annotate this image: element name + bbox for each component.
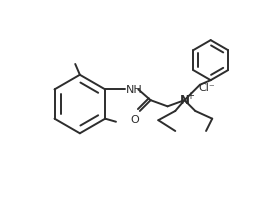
Text: Cl⁻: Cl⁻ [198, 83, 215, 93]
Text: NH: NH [126, 85, 143, 95]
Text: N: N [179, 94, 190, 108]
Text: +: + [186, 91, 194, 101]
Text: O: O [131, 115, 140, 125]
